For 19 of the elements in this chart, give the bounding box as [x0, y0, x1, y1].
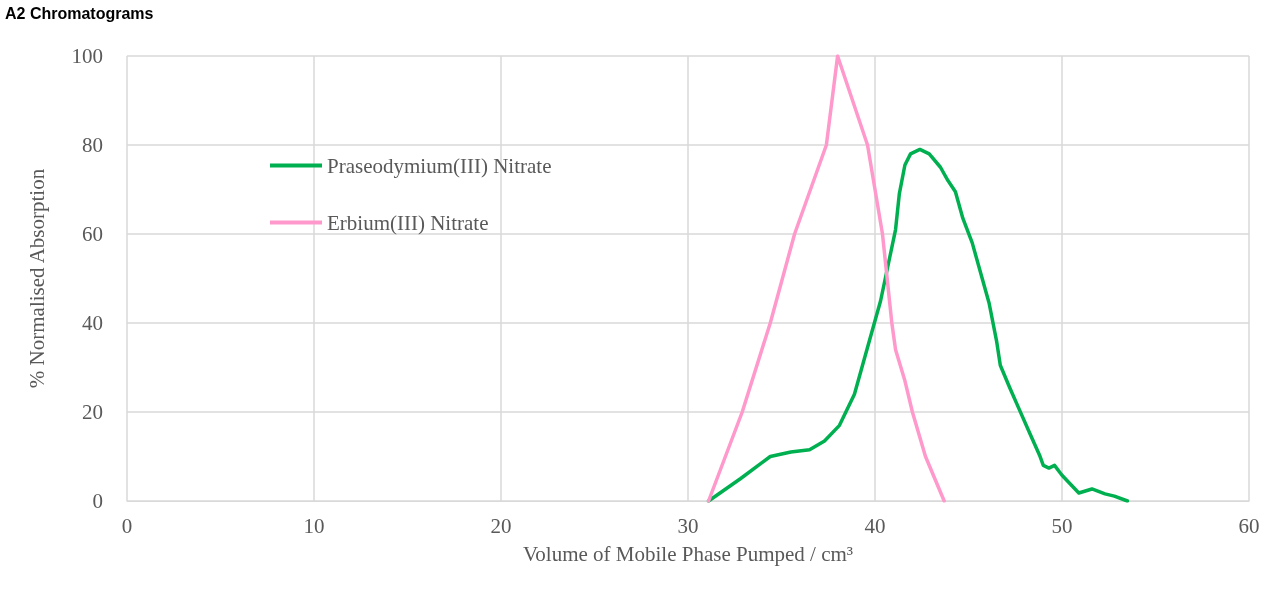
- x-tick-label: 40: [864, 513, 886, 538]
- y-tick-label: 60: [82, 222, 103, 246]
- y-tick-label: 0: [92, 489, 103, 513]
- y-tick-label: 100: [71, 44, 103, 68]
- y-tick-label: 20: [82, 400, 103, 424]
- y-tick-label: 40: [82, 311, 103, 335]
- x-tick-label: 60: [1238, 513, 1260, 538]
- x-tick-label: 0: [121, 513, 133, 538]
- chart-title: A2 Chromatograms: [5, 4, 154, 22]
- x-tick-label: 50: [1051, 513, 1073, 538]
- legend-label: Erbium(III) Nitrate: [327, 210, 489, 235]
- y-tick-label: 80: [82, 133, 103, 157]
- line-series: [706, 54, 946, 503]
- x-axis-title: Volume of Mobile Phase Pumped / cm³: [522, 541, 854, 566]
- legend-label: Praseodymium(III) Nitrate: [327, 153, 552, 178]
- x-tick-label: 10: [303, 513, 325, 538]
- x-tick-label: 30: [677, 513, 699, 538]
- x-tick-label: 20: [490, 513, 512, 538]
- y-axis-title: % Normalised Absorption: [24, 168, 49, 389]
